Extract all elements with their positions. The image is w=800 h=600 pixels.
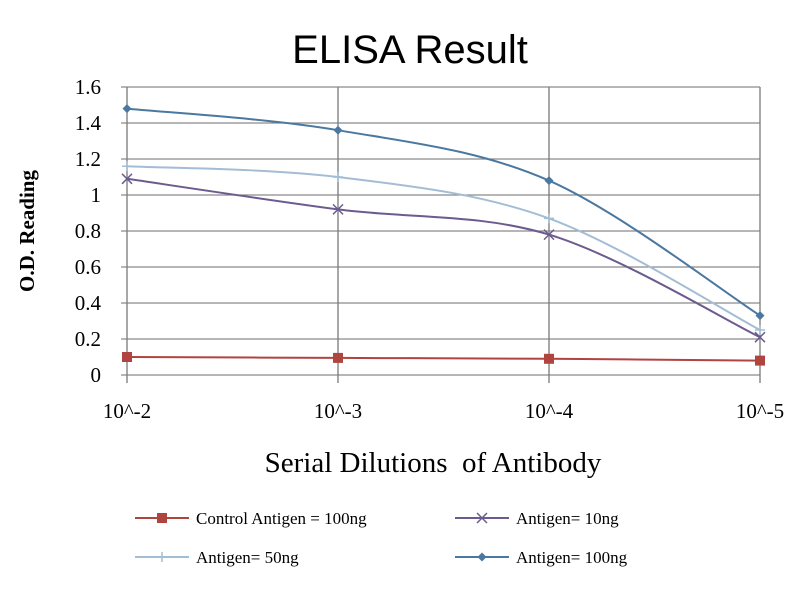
- x-marker: [543, 229, 555, 241]
- y-tick-label: 0.6: [75, 255, 101, 279]
- plus-marker: [157, 552, 167, 562]
- diamond-marker: [477, 552, 487, 562]
- legend: Control Antigen = 100ng Antigen= 10ng Anti…: [135, 509, 628, 567]
- series-lines: [121, 104, 766, 366]
- y-tick-label: 1.4: [75, 111, 102, 135]
- diamond-marker: [333, 125, 343, 135]
- legend-label: Antigen= 50ng: [196, 548, 299, 567]
- x-tick-label: 10^-3: [314, 399, 362, 423]
- legend-item: Antigen= 50ng: [135, 548, 299, 567]
- plus-marker: [755, 325, 765, 335]
- y-tick-labels: 0 0.2 0.4 0.6 0.8 1 1.2 1.4 1.6: [75, 75, 102, 387]
- series-line: [126, 177, 761, 339]
- square-marker: [122, 352, 132, 362]
- y-tick-label: 1: [91, 183, 102, 207]
- x-marker: [476, 512, 488, 524]
- y-tick-label: 1.2: [75, 147, 101, 171]
- y-tick-label: 0: [91, 363, 102, 387]
- square-marker: [755, 355, 765, 366]
- y-tick-label: 1.6: [75, 75, 101, 99]
- x-marker: [754, 331, 766, 343]
- legend-label: Antigen= 10ng: [516, 509, 619, 528]
- x-tick-label: 10^-2: [103, 399, 151, 423]
- square-marker: [333, 352, 343, 363]
- grid: [121, 86, 761, 383]
- diamond-marker: [755, 311, 765, 321]
- x-marker: [332, 203, 344, 215]
- y-tick-label: 0.2: [75, 327, 101, 351]
- chart-title: ELISA Result: [292, 28, 528, 72]
- legend-item: Control Antigen = 100ng: [135, 509, 367, 528]
- series-line: [126, 107, 761, 317]
- square-marker: [544, 353, 554, 364]
- legend-label: Antigen= 100ng: [516, 548, 628, 567]
- plus-marker: [333, 172, 343, 182]
- diamond-marker: [544, 176, 554, 186]
- y-tick-label: 0.4: [75, 291, 102, 315]
- series-antigen-100ng: [122, 104, 765, 321]
- series-line: [126, 356, 761, 362]
- series-line: [126, 165, 761, 331]
- x-tick-label: 10^-4: [525, 399, 574, 423]
- legend-label: Control Antigen = 100ng: [196, 509, 367, 528]
- legend-item: Antigen= 10ng: [455, 509, 619, 528]
- series-control-antigen-100ng: [122, 352, 765, 366]
- legend-item: Antigen= 100ng: [455, 548, 628, 567]
- x-marker: [121, 173, 133, 185]
- x-tick-label: 10^-5: [736, 399, 784, 423]
- diamond-marker: [122, 104, 132, 114]
- y-axis-title: O.D. Reading: [15, 170, 39, 292]
- plus-marker: [544, 213, 554, 224]
- y-tick-label: 0.8: [75, 219, 101, 243]
- series-antigen-50ng: [122, 161, 765, 335]
- square-marker: [157, 513, 167, 523]
- x-tick-labels: 10^-2 10^-3 10^-4 10^-5: [103, 399, 784, 423]
- series-antigen-10ng: [121, 173, 766, 343]
- x-axis-title: Serial Dilutions of Antibody: [265, 447, 602, 479]
- plus-marker: [122, 161, 132, 172]
